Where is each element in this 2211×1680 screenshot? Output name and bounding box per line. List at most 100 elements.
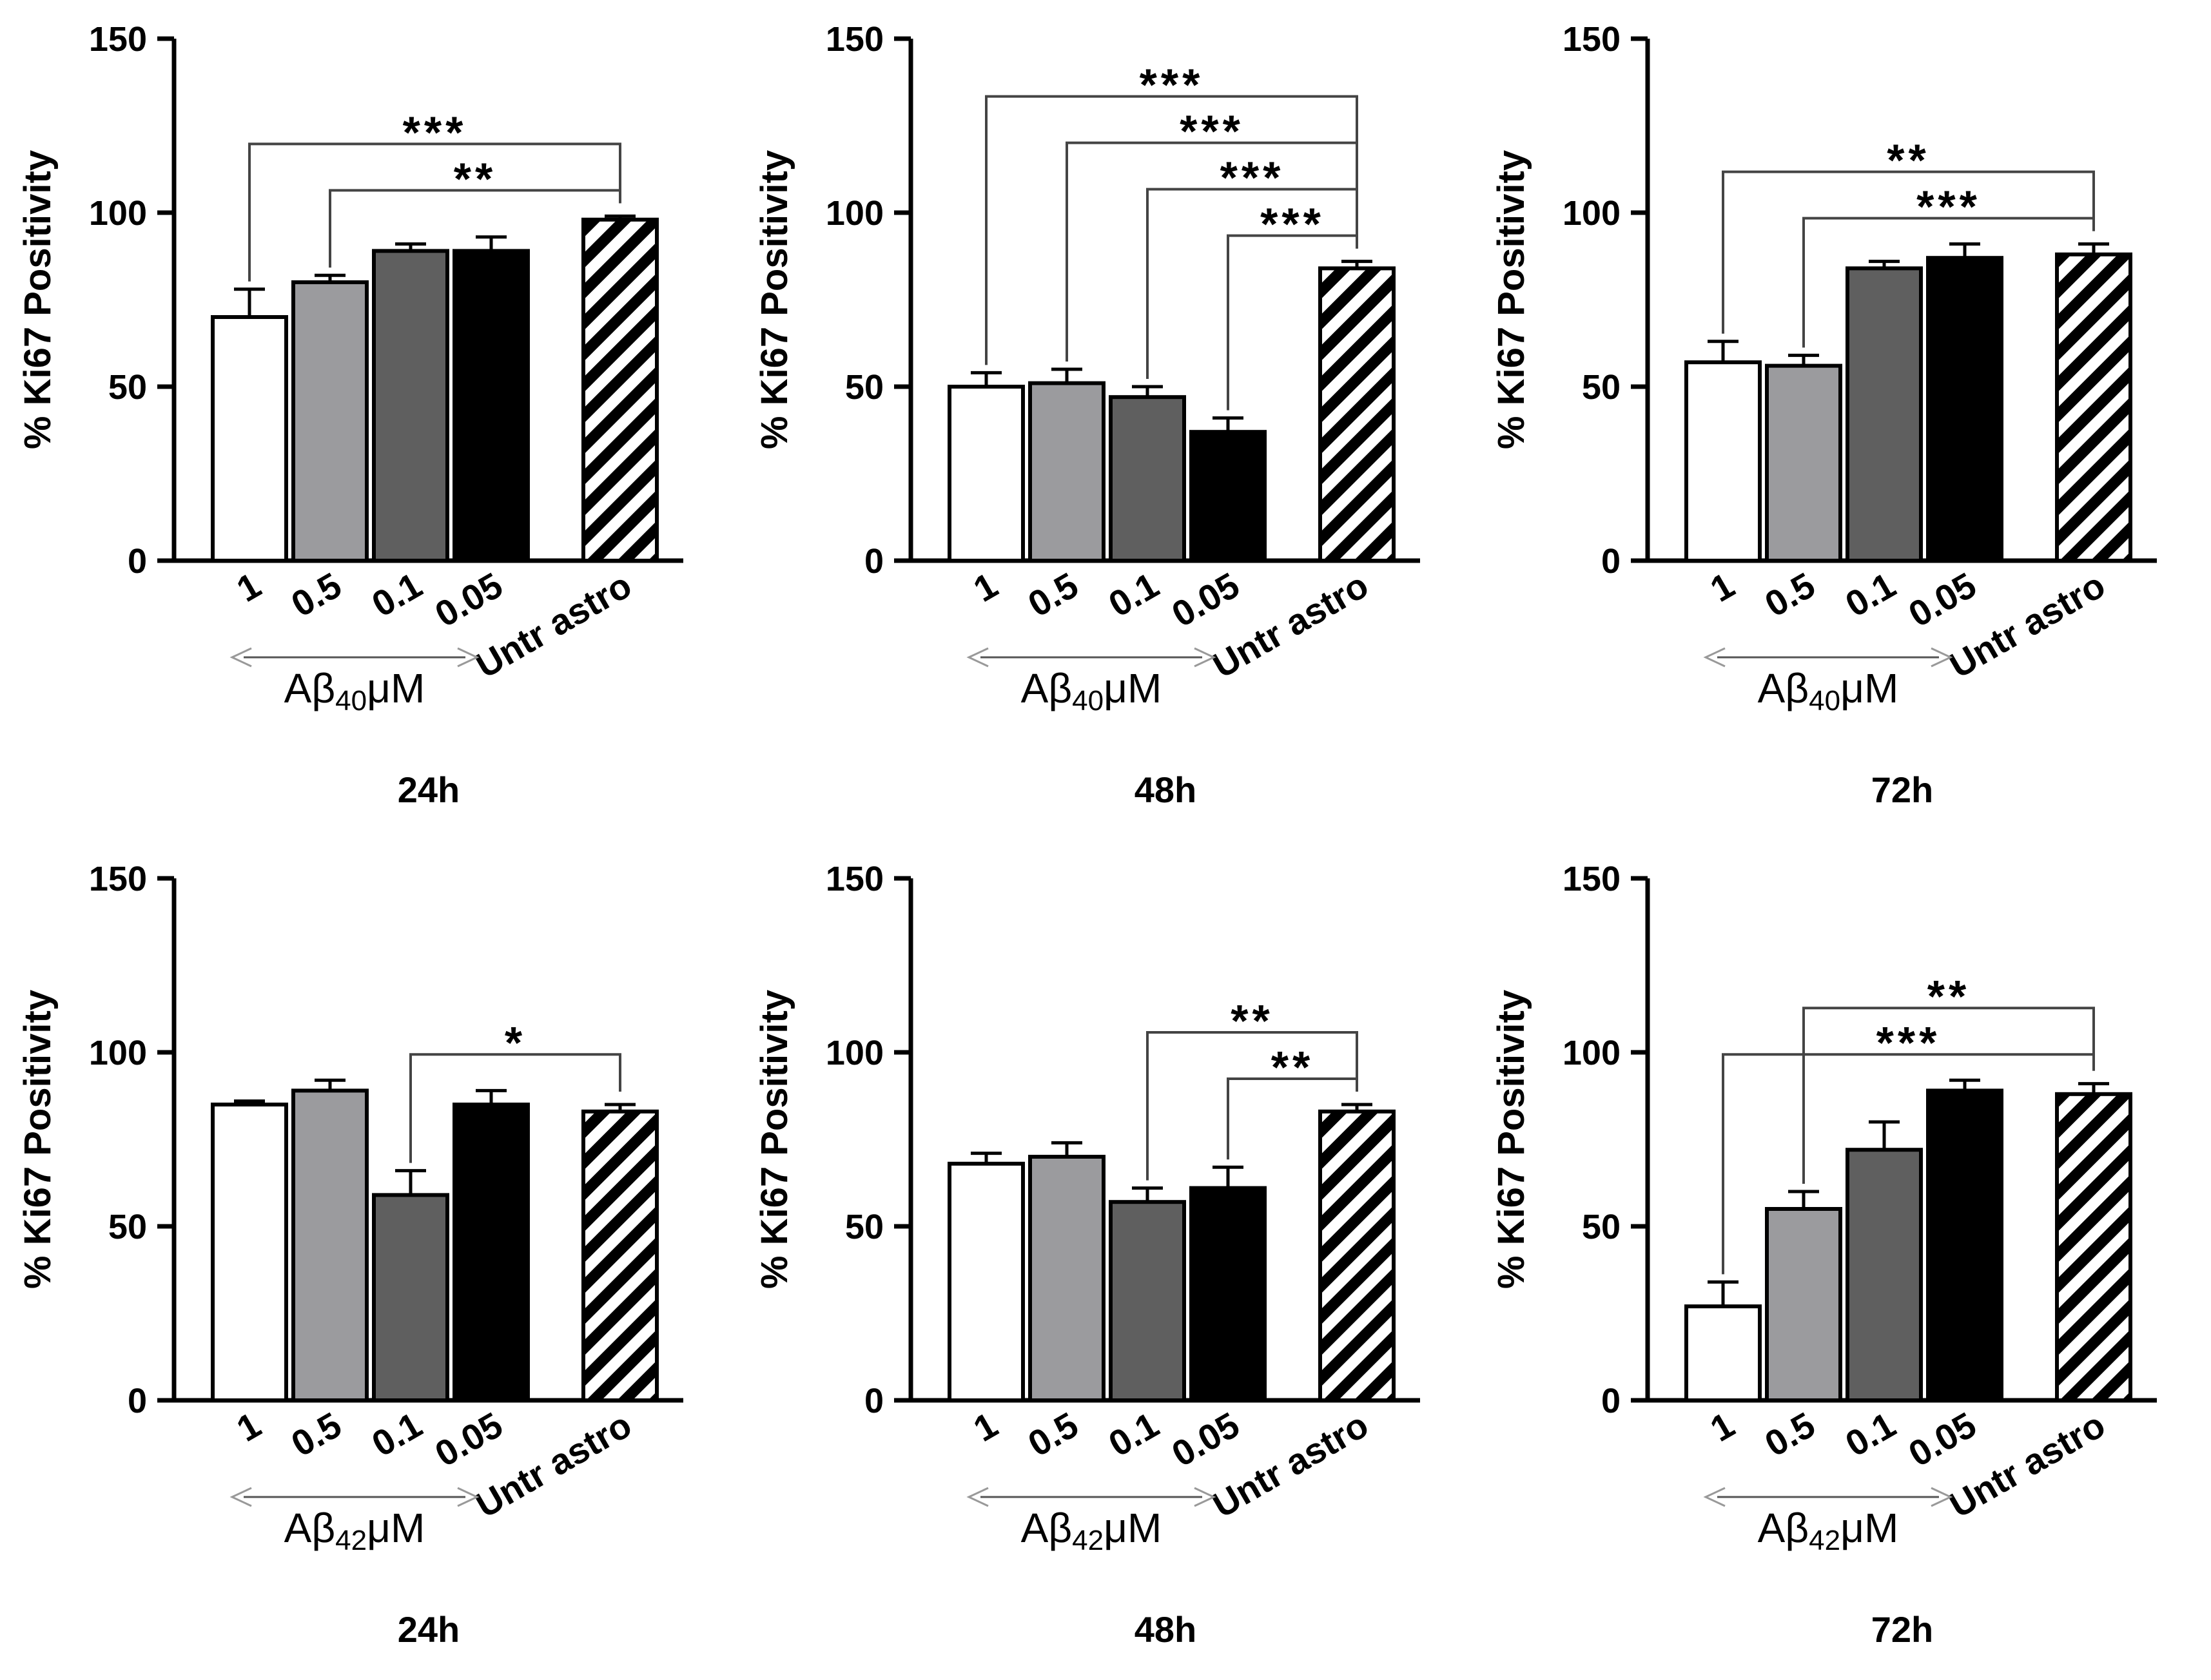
group-label: Aβ40μM [1758, 665, 1899, 717]
x-tick-label: 0.05 [1165, 565, 1246, 635]
bar-1 [211, 315, 288, 563]
x-tick-label: 0.5 [284, 1404, 348, 1464]
x-tick-label: 0.05 [1165, 1404, 1246, 1474]
significance-bracket [1227, 1077, 1358, 1160]
y-tick-label: 100 [1563, 194, 1621, 233]
x-tick-label: 0.1 [1102, 1404, 1165, 1464]
x-tick-label: 0.5 [1758, 1404, 1822, 1464]
y-tick-label: 150 [89, 860, 147, 898]
x-tick-label: 1 [230, 1404, 268, 1449]
significance-bracket [1146, 1031, 1358, 1181]
bar-0.5 [1028, 1155, 1106, 1402]
significance-label: *** [1916, 182, 1981, 232]
y-tick-label: 0 [1601, 542, 1621, 581]
y-tick-label: 50 [1582, 1208, 1621, 1246]
significance-label: * [505, 1018, 526, 1068]
y-tick-label: 0 [864, 1382, 884, 1420]
bar-0.05 [453, 1103, 530, 1402]
significance-bracket [1227, 234, 1358, 410]
bar-1 [948, 385, 1025, 563]
bar-0.1 [1846, 266, 1923, 563]
y-tick-label: 50 [108, 368, 147, 407]
bar-untr-astro [2055, 1092, 2132, 1402]
y-axis-label: % Ki67 Positivity [17, 150, 59, 449]
y-tick-label: 100 [89, 1034, 147, 1072]
panel-title: 48h [1135, 769, 1197, 810]
y-tick-label: 150 [89, 20, 147, 59]
significance-label: *** [403, 107, 467, 157]
group-arrow-left-head [1703, 647, 1726, 668]
group-arrow-left-head [229, 1487, 252, 1507]
x-tick-label: 0.1 [365, 565, 429, 624]
x-tick-label: 0.05 [428, 1404, 509, 1474]
y-tick-label: 0 [864, 542, 884, 581]
panel-title: 72h [1871, 769, 1934, 810]
panel-title: 24h [398, 769, 460, 810]
y-tick-label: 150 [826, 860, 884, 898]
x-tick-label: 0.5 [1758, 565, 1822, 624]
y-tick-label: 0 [128, 1382, 147, 1420]
chart-panel-4: 0 50 100 150% Ki67 Positivity 1 0.5 0.1 0.05 Unt… [0, 840, 737, 1679]
chart-panel-6: 0 50 100 150% Ki67 Positivity 1 0.5 0.1 0.05 Unt… [1474, 840, 2210, 1679]
x-tick-label: 1 [1704, 565, 1741, 610]
group-arrow-right-head [1931, 647, 1953, 668]
y-tick-label: 50 [108, 1208, 147, 1246]
group-arrow-left-head [966, 1487, 989, 1507]
chart-panel-1: 0 50 100 150% Ki67 Positivity 1 0.5 0.1 0.05 Unt… [0, 0, 737, 840]
bar-0.5 [1765, 1207, 1842, 1402]
bar-0.1 [1109, 395, 1186, 563]
y-tick-label: 100 [826, 1034, 884, 1072]
bar-0.5 [1028, 381, 1106, 563]
y-tick-label: 100 [89, 194, 147, 233]
y-axis-label: % Ki67 Positivity [17, 990, 59, 1289]
significance-label: *** [1180, 106, 1244, 157]
panel-title: 72h [1871, 1609, 1934, 1650]
x-tick-label: 1 [1704, 1404, 1741, 1449]
bar-1 [948, 1161, 1025, 1402]
bar-0.05 [1926, 256, 2003, 563]
x-tick-label: 0.5 [1021, 565, 1085, 624]
significance-label: *** [1876, 1018, 1941, 1068]
significance-bracket [329, 189, 621, 268]
y-axis-label: % Ki67 Positivity [754, 150, 795, 449]
bar-0.05 [1189, 1186, 1267, 1402]
group-label: Aβ40μM [1021, 665, 1162, 717]
y-tick-label: 100 [1563, 1034, 1621, 1072]
x-tick-label: 1 [230, 565, 268, 610]
bar-1 [1684, 1304, 1762, 1403]
bar-0.5 [291, 1088, 369, 1402]
x-tick-label: 0.5 [284, 565, 348, 624]
y-axis-label: % Ki67 Positivity [1490, 990, 1532, 1289]
group-arrow-right-head [1194, 1487, 1216, 1507]
group-label: Aβ42μM [1758, 1505, 1899, 1556]
panel-title: 48h [1135, 1609, 1197, 1650]
significance-label: ** [1887, 135, 1929, 186]
x-tick-label: 0.5 [1021, 1404, 1085, 1464]
group-arrow-right-head [1194, 647, 1216, 668]
y-tick-label: 100 [826, 194, 884, 233]
significance-bracket [409, 1053, 621, 1163]
significance-bracket [1722, 1053, 2095, 1275]
y-tick-label: 150 [826, 20, 884, 59]
group-arrow-right-head [457, 647, 480, 668]
chart-panel-2: 0 50 100 150% Ki67 Positivity 1 0.5 0.1 0.05 Unt… [737, 0, 1474, 840]
x-tick-label: 0.05 [1902, 1404, 1983, 1474]
group-arrow-right-head [1931, 1487, 1953, 1507]
chart-panel-3: 0 50 100 150% Ki67 Positivity 1 0.5 0.1 0.05 Unt… [1474, 0, 2210, 840]
group-arrow-left-head [966, 647, 989, 668]
x-tick-label: 0.05 [428, 565, 509, 635]
bar-untr-astro [2055, 252, 2132, 563]
bar-untr-astro [581, 1109, 659, 1402]
significance-bracket [1802, 1007, 2095, 1184]
y-axis-label: % Ki67 Positivity [754, 990, 795, 1289]
chart-panel-5: 0 50 100 150% Ki67 Positivity 1 0.5 0.1 0.05 Unt… [737, 840, 1474, 1679]
bar-0.05 [1926, 1088, 2003, 1402]
bar-0.05 [453, 249, 530, 563]
significance-label: *** [1260, 199, 1325, 249]
x-tick-label: 1 [967, 565, 1004, 610]
